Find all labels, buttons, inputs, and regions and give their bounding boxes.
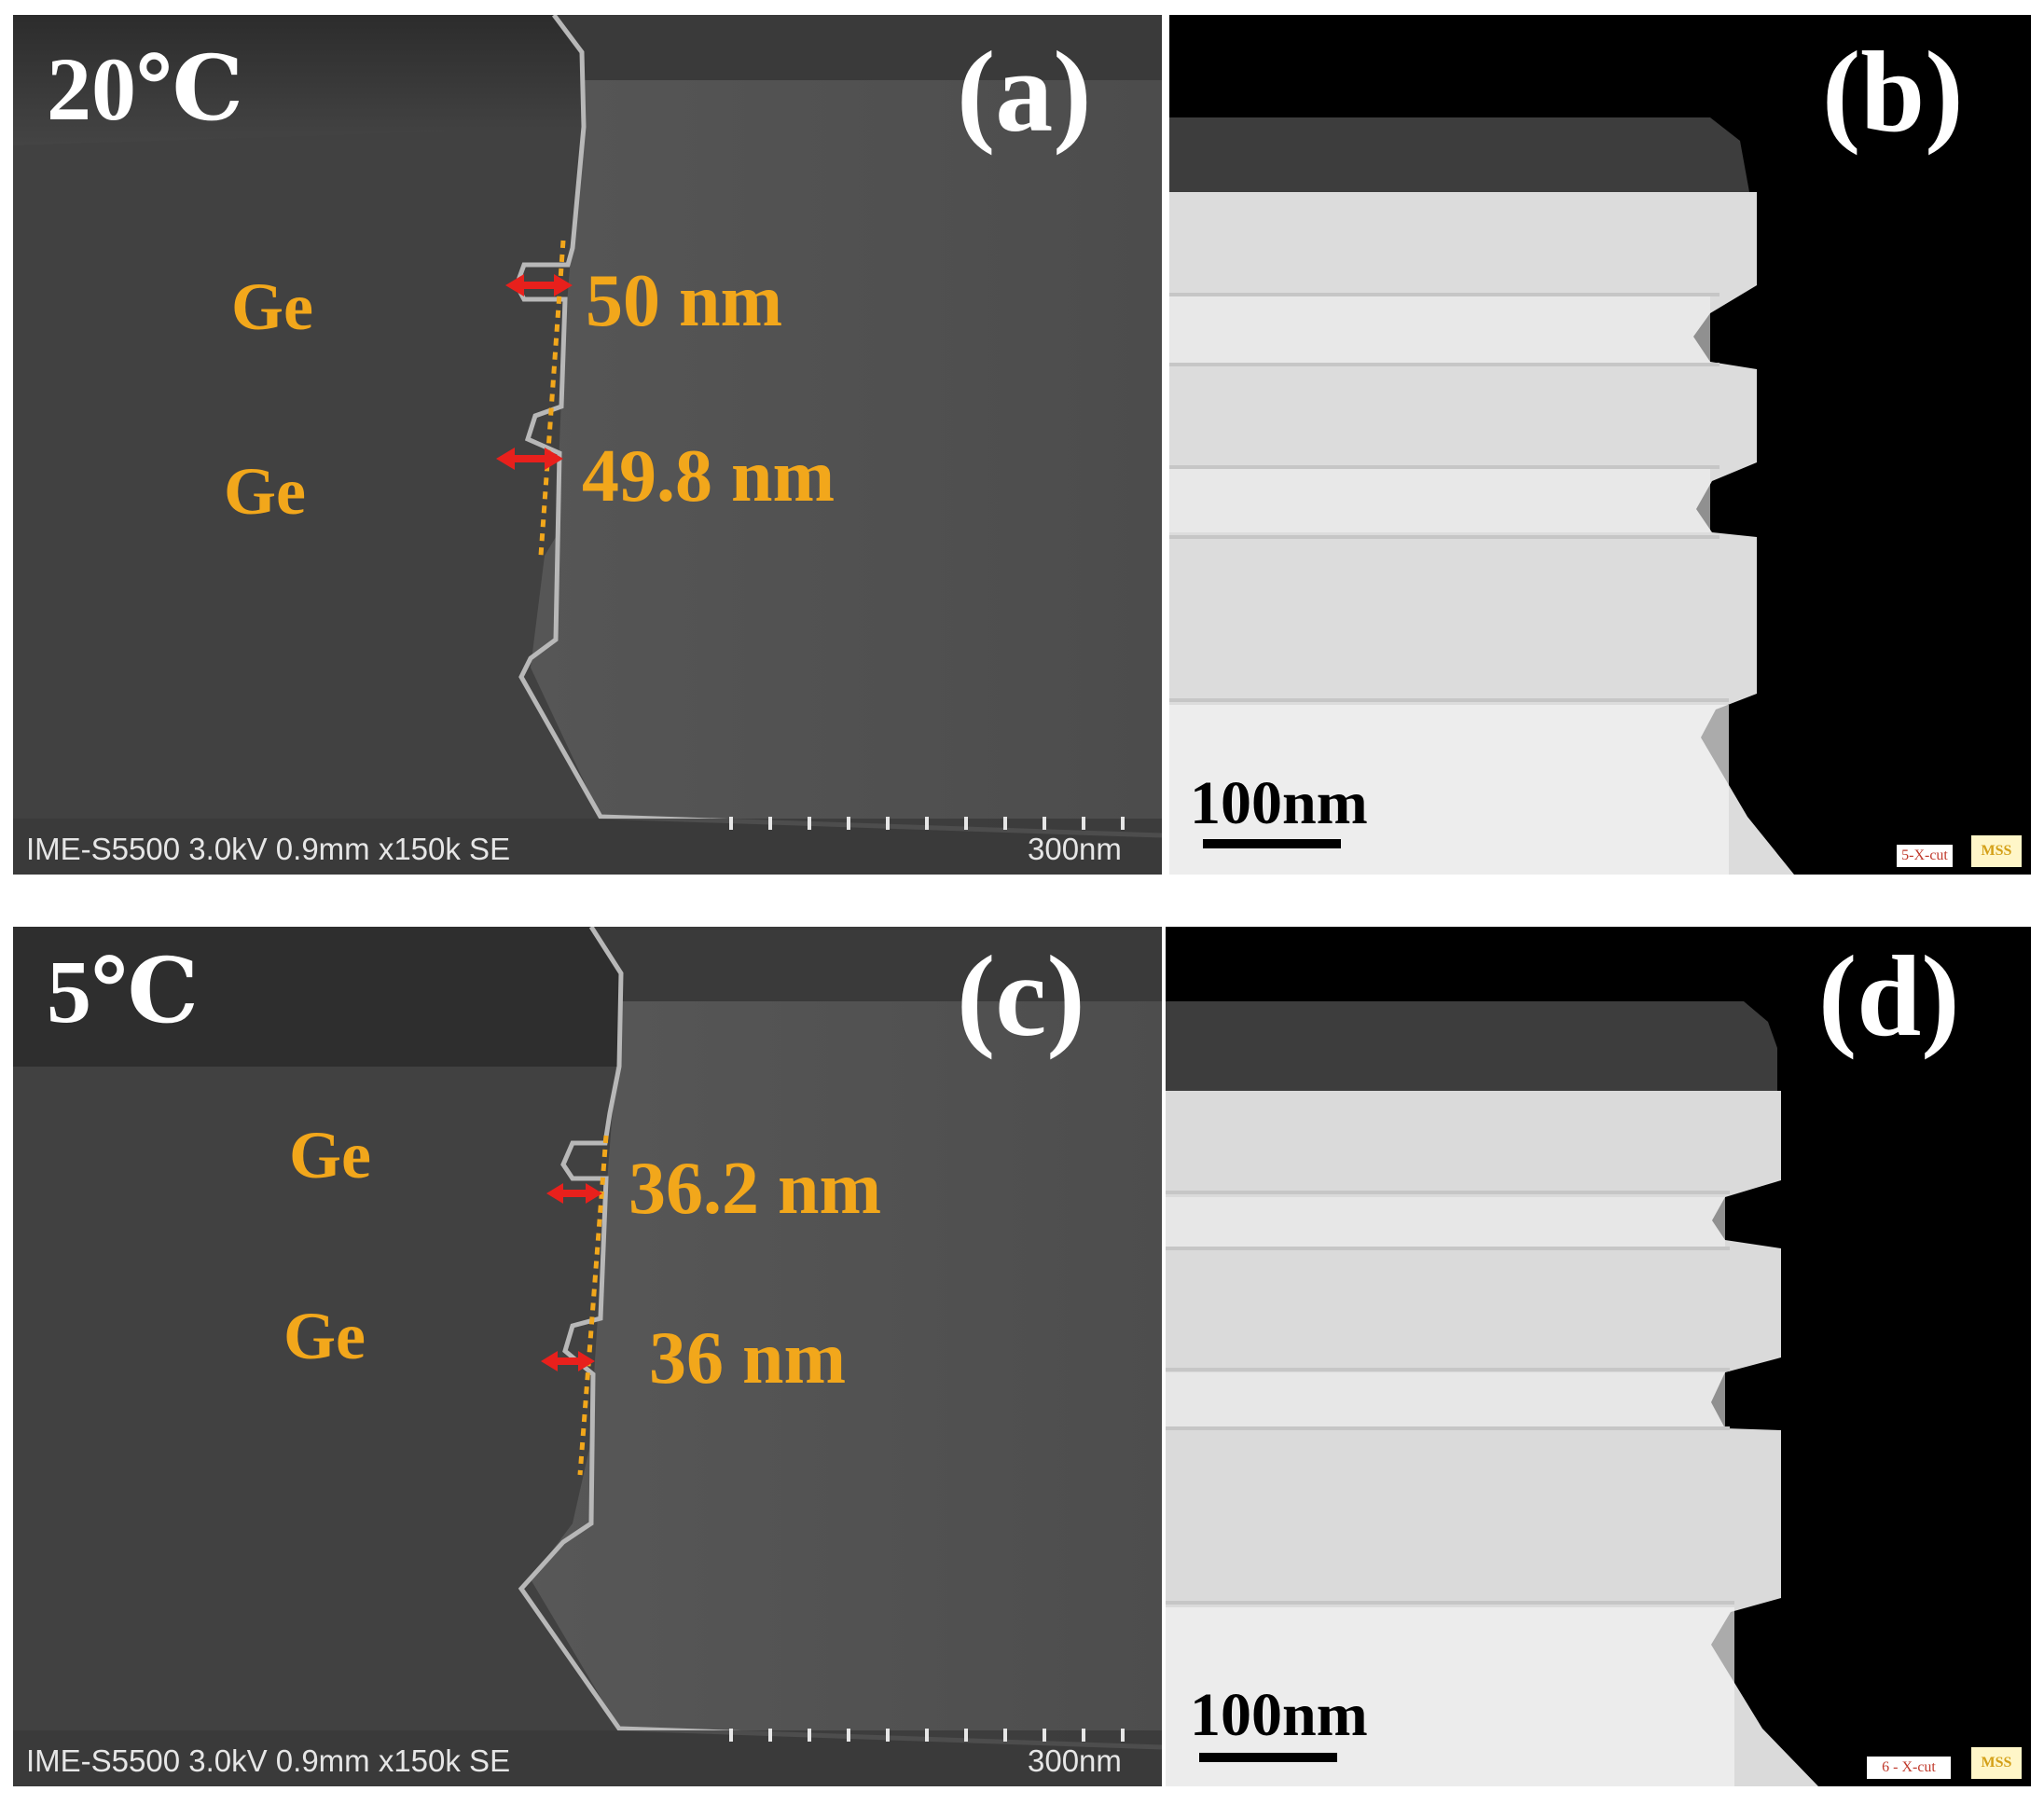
sample-tag-b: 5-X-cut [1901, 847, 1948, 863]
panel-b-tem-image: (b) 100nm 5-X-cut MSS [1169, 15, 2031, 875]
panel-a-sem-image: 20℃ (a) Ge Ge 50 nm 49.8 nm IME-S5500 3.… [13, 15, 1162, 875]
measurement-label-c-1: 36.2 nm [628, 1148, 882, 1230]
dotted-edge-line-c [577, 1135, 609, 1476]
tem-micrograph-b [1169, 15, 2031, 875]
sample-tag-d: 6 - X-cut [1882, 1759, 1936, 1775]
logo-b: MSS [1981, 843, 2012, 859]
scale-label-b: 100nm [1190, 769, 1368, 837]
scale-ticks-c [729, 1729, 1125, 1742]
ge-label-a-2: Ge [224, 454, 306, 529]
panel-c-sem-image: 5℃ (c) Ge Ge 36.2 nm 36 nm IME-S5500 3.0… [13, 927, 1162, 1786]
measurement-label-a-1: 50 nm [586, 260, 783, 342]
scale-label-a: 300nm [1028, 832, 1122, 866]
scale-bar-d [1199, 1753, 1337, 1762]
dotted-edge-line [538, 240, 566, 557]
panel-letter-d: (d) [1818, 932, 1960, 1060]
sem-footer-c: IME-S5500 3.0kV 0.9mm x150k SE [26, 1743, 511, 1778]
measurement-arrow-2 [496, 448, 563, 470]
measurement-arrow-1 [505, 274, 573, 296]
panel-letter-a: (a) [957, 28, 1092, 156]
sem-micrograph-c [13, 927, 1162, 1786]
ge-label-c-1: Ge [289, 1118, 371, 1192]
scale-label-c: 300nm [1028, 1743, 1122, 1778]
tem-micrograph-d [1166, 927, 2031, 1786]
measurement-arrow-3 [546, 1183, 602, 1204]
scale-label-d: 100nm [1190, 1681, 1368, 1749]
temperature-label-a: 20℃ [47, 39, 244, 139]
panel-d-tem-image: (d) 100nm 6 - X-cut MSS [1166, 927, 2031, 1786]
sem-footer-a: IME-S5500 3.0kV 0.9mm x150k SE [26, 832, 511, 866]
scale-ticks-a [729, 817, 1125, 830]
measurement-arrow-4 [541, 1351, 595, 1371]
measurement-label-c-2: 36 nm [649, 1317, 847, 1399]
panel-letter-b: (b) [1822, 28, 1964, 156]
measurement-label-a-2: 49.8 nm [582, 435, 836, 517]
scale-bar-b [1203, 839, 1341, 848]
ge-label-a-1: Ge [231, 269, 313, 344]
temperature-label-c: 5℃ [47, 942, 200, 1041]
sem-micrograph-a [13, 15, 1162, 875]
panel-letter-c: (c) [957, 932, 1085, 1060]
ge-label-c-2: Ge [283, 1299, 366, 1373]
logo-d: MSS [1981, 1755, 2012, 1771]
